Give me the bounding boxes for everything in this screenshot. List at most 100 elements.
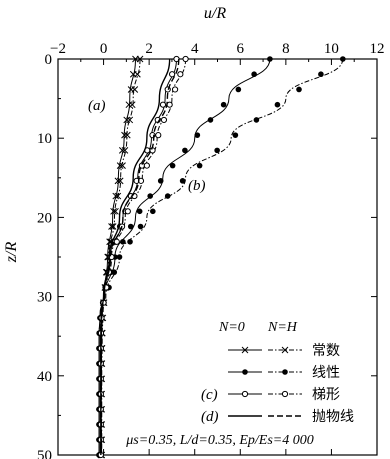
y-tick-label: 40: [37, 369, 52, 385]
marker-dot: [127, 223, 134, 230]
legend-label: 常数: [312, 343, 340, 359]
marker-dot: [282, 369, 288, 375]
marker-dot: [194, 132, 201, 138]
marker-dot: [220, 101, 227, 108]
marker-x: [134, 70, 141, 78]
marker-dot: [318, 71, 324, 78]
marker-dot: [179, 178, 186, 184]
y-axis-title: z/R: [3, 242, 20, 264]
series-line: [98, 58, 271, 456]
marker-dot: [169, 162, 176, 169]
marker-x: [112, 207, 119, 215]
x-axis-title: u/R: [204, 5, 226, 22]
marker-dot: [150, 208, 156, 215]
marker-dot: [157, 178, 164, 184]
marker-circle: [160, 116, 168, 124]
marker-circle: [241, 390, 249, 398]
marker-dot: [267, 56, 273, 62]
annotation-label: (b): [188, 178, 206, 194]
legend-row: 抛物线 (d): [201, 409, 354, 425]
marker-x: [136, 55, 144, 63]
x-tick-label: 12: [370, 41, 385, 57]
marker-dot: [232, 132, 239, 138]
annotation-group: (a) (b): [88, 98, 206, 194]
legend-header-solid: N=0: [218, 320, 245, 335]
marker-x: [131, 86, 139, 93]
marker-x: [119, 162, 126, 169]
series-line: [98, 58, 344, 456]
annotation-label: (c): [201, 387, 218, 403]
x-tick-label: 4: [191, 41, 199, 57]
marker-x: [118, 147, 126, 154]
parameter-text: μs=0.35, L/d=0.35, Ep/Es=4 000: [125, 433, 313, 448]
legend-label: 梯形: [312, 387, 340, 403]
annotation-label: (a): [88, 98, 106, 114]
marker-x: [110, 207, 117, 215]
x-tick-label: 10: [324, 41, 339, 57]
legend-header-dashed: N=H: [267, 320, 298, 335]
marker-dot: [242, 369, 248, 375]
marker-dot: [137, 223, 144, 230]
marker-dot: [235, 86, 242, 93]
legend-label: 线性: [312, 365, 340, 381]
legend-row: 常数: [228, 343, 340, 359]
series-line: [100, 58, 180, 455]
marker-dot: [196, 162, 203, 169]
series-group: [96, 55, 346, 459]
x-tick-label: 0: [100, 41, 108, 57]
marker-x: [123, 131, 131, 139]
x-tick-label: −2: [50, 41, 66, 57]
marker-circle: [113, 238, 120, 245]
marker-circle: [281, 390, 289, 398]
marker-circle: [182, 55, 189, 63]
marker-dot: [251, 71, 257, 78]
y-tick-label: 30: [37, 290, 52, 306]
marker-x: [121, 147, 129, 154]
marker-dot: [116, 254, 123, 260]
annotation-label: (d): [201, 409, 219, 425]
marker-x: [281, 346, 289, 354]
series-none-nh: [100, 58, 180, 455]
marker-dot: [111, 269, 118, 276]
marker-x: [241, 346, 249, 354]
marker-x: [126, 116, 134, 124]
legend-row: 线性: [228, 365, 340, 381]
marker-circle: [169, 71, 176, 78]
marker-x: [112, 192, 120, 200]
marker-x: [116, 177, 124, 185]
marker-dot: [214, 147, 220, 154]
marker-circle: [143, 162, 150, 169]
marker-x: [114, 192, 122, 200]
marker-dot: [182, 147, 188, 154]
marker-dot: [340, 56, 346, 62]
y-tick-label: 20: [37, 210, 52, 226]
series-dot-n0: [96, 56, 273, 458]
marker-dot: [296, 86, 302, 93]
marker-x: [114, 177, 122, 185]
marker-dot: [274, 101, 281, 108]
y-tick-label: 50: [37, 448, 52, 459]
marker-x: [128, 101, 136, 109]
legend-row: 梯形 (c): [201, 387, 340, 403]
x-tick-label: 8: [282, 41, 290, 57]
x-tick-label: 2: [145, 41, 153, 57]
marker-circle: [177, 71, 184, 78]
series-dot-nh: [96, 56, 346, 458]
marker-circle: [159, 101, 167, 108]
marker-circle: [155, 132, 162, 139]
marker-dot: [207, 117, 214, 123]
marker-dot: [253, 117, 260, 123]
marker-dot: [127, 238, 133, 245]
y-tick-label: 0: [45, 52, 53, 68]
marker-circle: [171, 86, 179, 93]
marker-dot: [147, 193, 153, 199]
marker-dot: [164, 193, 171, 199]
marker-circle: [124, 208, 131, 215]
marker-x: [109, 223, 117, 230]
legend-label: 抛物线: [312, 409, 354, 425]
marker-dot: [120, 238, 126, 245]
y-tick-label: 10: [37, 131, 52, 147]
